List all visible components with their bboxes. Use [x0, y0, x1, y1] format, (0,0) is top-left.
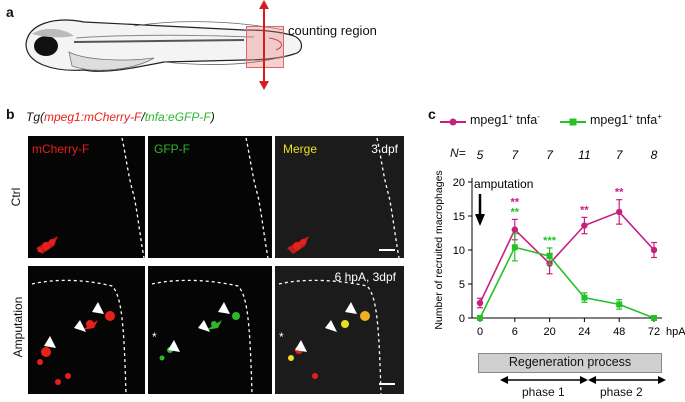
n-value: 7 — [616, 148, 624, 162]
data-point — [476, 299, 484, 307]
series-line-0 — [479, 210, 655, 304]
column-label-merge: Merge — [283, 142, 318, 156]
tg-green: tnfa:eGFP-F — [144, 110, 211, 124]
x-tick-label: 0 — [477, 326, 483, 338]
ctrl-gfp-tile: GFP-F — [148, 136, 272, 258]
panel-c-label: c — [428, 106, 436, 122]
legend-marker-green — [560, 118, 586, 126]
tg-slash: / — [141, 110, 145, 124]
x-tick-label: 24 — [578, 326, 590, 338]
regeneration-bar — [478, 353, 662, 373]
tg-red: mpeg1:mCherry-F — [44, 110, 142, 124]
panel-a-label: a — [6, 4, 14, 20]
data-point — [511, 244, 518, 251]
y-axis-label: Number of recruited macrophages — [433, 170, 445, 329]
column-label-mcherry: mCherry-F — [32, 142, 90, 156]
data-point — [511, 226, 518, 233]
amp-gfp-image — [151, 279, 253, 394]
significance-magenta: ** — [580, 204, 589, 216]
amp-gfp-asterisk: * — [152, 330, 157, 344]
significance-magenta: ** — [615, 187, 624, 199]
y-tick-label: 0 — [459, 313, 465, 325]
data-point — [581, 222, 588, 229]
significance-magenta: ** — [511, 196, 520, 208]
data-point — [477, 315, 483, 321]
ctrl-gfp-image — [245, 137, 269, 258]
significance-green: ** — [511, 206, 520, 218]
amp-merge-asterisk: * — [279, 330, 284, 344]
data-point — [616, 208, 623, 216]
n-value: 7 — [511, 148, 519, 162]
panel-b-label: b — [6, 106, 15, 122]
amp-mcherry-tile — [28, 266, 145, 394]
amp-merge-tile: 6 hpA, 3dpf * — [275, 266, 404, 394]
phase1-label: phase 1 — [522, 385, 565, 399]
x-unit-label: hpA — [666, 326, 685, 338]
macrophage-chart: 0 5 10 15 20 0 6 20 24 48 72 hpA Number of recruited… — [433, 148, 685, 338]
tg-suffix: ) — [210, 110, 215, 124]
counting-region-label: counting region — [288, 23, 377, 38]
data-point — [650, 246, 658, 254]
n-value: 5 — [477, 148, 484, 162]
x-tick-label: 48 — [613, 326, 625, 338]
amputation-label: amputation — [474, 177, 533, 191]
row-label-ctrl: Ctrl — [9, 187, 23, 207]
series-line-1 — [479, 246, 655, 319]
tg-prefix: Tg( — [26, 110, 44, 124]
data-point — [616, 301, 623, 308]
amp-gfp-tile: * — [148, 266, 272, 394]
amp-stage-label: 6 hpA, 3dpf — [334, 270, 396, 284]
ctrl-mcherry-tile: mCherry-F — [28, 136, 145, 258]
x-tick-label: 6 — [512, 326, 518, 338]
column-label-gfp: GFP-F — [154, 142, 190, 156]
ctrl-merge-tile: Merge 3 dpf — [275, 136, 404, 258]
phase2-label: phase 2 — [600, 385, 643, 399]
legend-label-magenta: mpeg1+ tnfa- — [470, 112, 540, 128]
transgene-title: Tg(mpeg1:mCherry-F/tnfa:eGFP-F) — [26, 110, 215, 124]
counting-region-arrow — [259, 0, 269, 90]
y-tick-label: 20 — [453, 177, 465, 189]
ctrl-mcherry-image — [36, 137, 145, 258]
x-tick-label: 72 — [648, 326, 660, 338]
data-point — [581, 294, 588, 301]
y-tick-label: 10 — [453, 245, 465, 257]
n-value: 8 — [651, 148, 658, 162]
ctrl-merge-image — [287, 137, 400, 258]
amputation-arrow-head — [475, 214, 485, 226]
regeneration-label: Regeneration process — [508, 355, 632, 369]
data-point — [651, 315, 657, 321]
amp-merge-image — [278, 279, 395, 394]
n-value: 7 — [546, 148, 554, 162]
amp-mcherry-image — [31, 279, 127, 394]
n-value: 11 — [578, 148, 590, 162]
legend-marker-magenta — [440, 118, 466, 126]
larva-schematic — [25, 19, 303, 72]
legend-label-green: mpeg1+ tnfa+ — [590, 112, 662, 128]
phase-arrows — [500, 376, 666, 384]
y-tick-label: 5 — [459, 279, 465, 291]
x-tick-label: 20 — [543, 326, 555, 338]
significance-green: *** — [543, 235, 557, 247]
row-label-amputation: Amputation — [11, 296, 25, 358]
y-tick-label: 15 — [453, 211, 465, 223]
n-label: N= — [450, 146, 466, 160]
data-point — [546, 253, 553, 260]
legend: mpeg1+ tnfa- mpeg1+ tnfa+ — [440, 112, 685, 134]
